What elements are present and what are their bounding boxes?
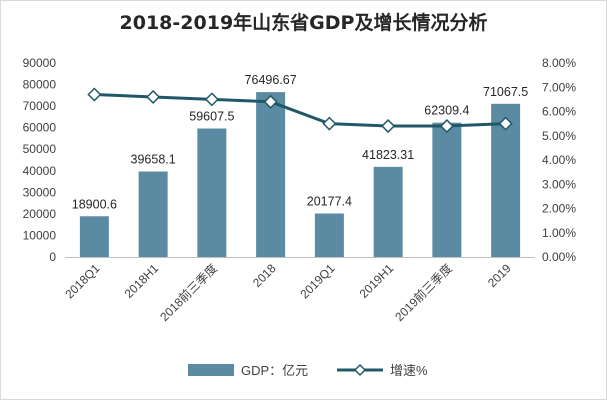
x-tick-label: 2019前三季度: [392, 261, 455, 324]
y-right-tick-label: 1.00%: [542, 226, 576, 240]
gdp-data-label: 39658.1: [131, 153, 176, 167]
x-tick-label: 2018Q1: [62, 261, 102, 301]
growth-line: [94, 93, 506, 128]
chart-title: 2018-2019年山东省GDP及增长情况分析: [119, 12, 488, 34]
gdp-data-label: 76496.67: [245, 73, 297, 87]
gdp-data-label: 18900.6: [72, 197, 117, 211]
legend-gdp-swatch: [188, 364, 234, 376]
growth-marker: [263, 94, 278, 109]
growth-marker: [146, 89, 161, 105]
y-left-tick-label: 10000: [23, 228, 57, 242]
y-left-tick-label: 20000: [23, 207, 57, 221]
y-right-tick-label: 5.00%: [542, 129, 576, 143]
gdp-bar: [432, 122, 462, 257]
growth-marker: [381, 118, 396, 134]
y-left-tick-label: 40000: [23, 164, 57, 178]
gdp-bar: [79, 216, 109, 257]
y-right-tick-label: 6.00%: [542, 105, 576, 119]
gdp-bar: [314, 213, 344, 257]
growth-marker: [87, 87, 102, 102]
x-tick-label: 2019: [485, 261, 514, 290]
x-tick-label: 2019Q1: [297, 261, 337, 301]
growth-marker: [322, 116, 337, 131]
growth-marker: [498, 116, 513, 131]
y-right-tick-label: 4.00%: [542, 153, 576, 167]
x-tick-label: 2018前三季度: [157, 261, 220, 324]
y-left-tick-label: 90000: [23, 56, 57, 70]
x-tick-label: 2019H1: [357, 261, 397, 301]
y-left-tick-label: 0: [49, 250, 56, 264]
y-right-tick-label: 0.00%: [542, 250, 576, 264]
y-right-tick-label: 7.00%: [542, 80, 576, 94]
legend-gdp-label: GDP：亿元: [241, 363, 308, 378]
growth-marker: [439, 118, 454, 134]
y-left-tick-label: 60000: [23, 121, 57, 135]
y-right-tick-label: 3.00%: [542, 177, 576, 191]
y-left-tick-label: 50000: [23, 142, 57, 156]
gdp-bar: [138, 171, 168, 257]
y-left-tick-label: 80000: [23, 78, 57, 92]
gdp-bar: [197, 128, 227, 257]
x-tick-label: 2018: [250, 261, 279, 290]
legend-growth-label: 增速%: [390, 363, 428, 378]
gdp-data-label: 20177.4: [307, 195, 352, 209]
gdp-bar: [256, 92, 286, 257]
y-right-tick-label: 2.00%: [542, 202, 576, 216]
growth-marker: [204, 92, 219, 107]
gdp-data-label: 71067.5: [483, 85, 528, 99]
y-left-tick-label: 30000: [23, 185, 57, 199]
x-tick-label: 2018H1: [122, 261, 162, 301]
gdp-data-label: 59607.5: [189, 110, 234, 124]
legend-growth-marker: [353, 363, 367, 377]
gdp-bar: [373, 166, 403, 257]
y-right-tick-label: 8.00%: [542, 56, 576, 70]
gdp-data-label: 41823.31: [362, 148, 414, 162]
gdp-data-label: 62309.4: [424, 104, 469, 118]
y-left-tick-label: 70000: [23, 99, 57, 113]
